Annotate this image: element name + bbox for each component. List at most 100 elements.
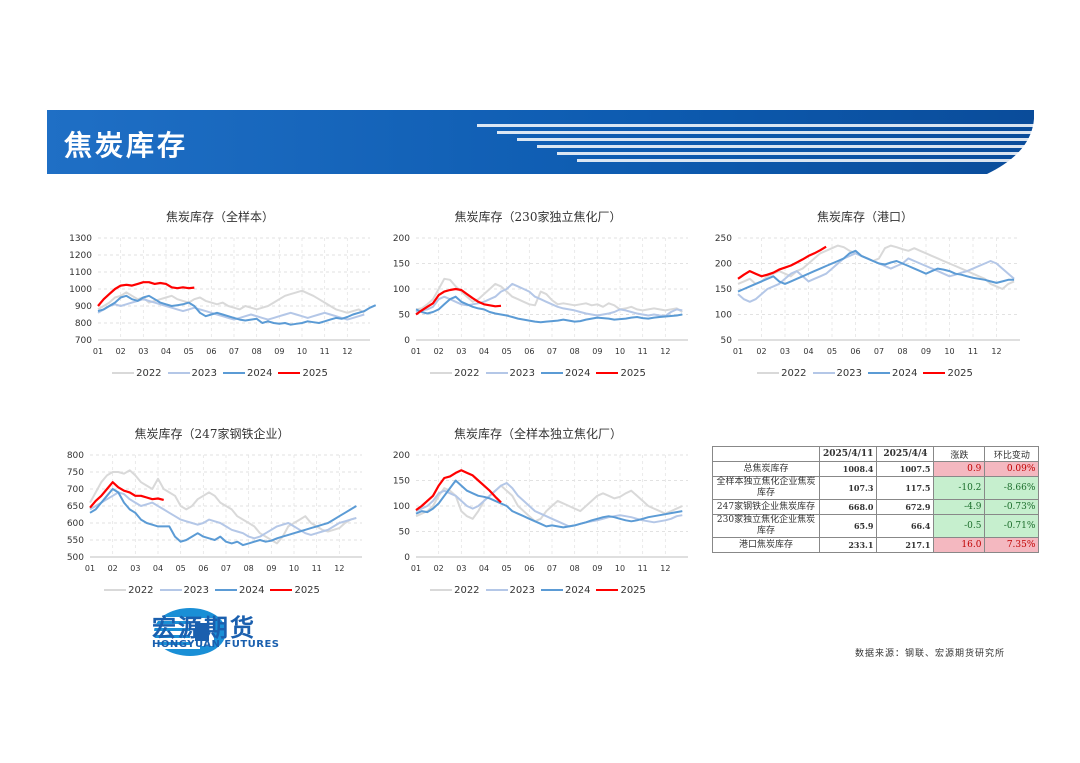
series-line-2023: [89, 491, 357, 540]
x-tick-label: 04: [479, 347, 489, 356]
x-tick-label: 02: [434, 564, 444, 573]
y-tick-label: 200: [393, 451, 410, 461]
y-tick-label: 50: [399, 528, 411, 538]
y-tick-label: 1000: [69, 285, 92, 295]
y-tick-label: 1200: [69, 251, 92, 261]
x-tick-label: 03: [456, 564, 466, 573]
legend-swatch: [104, 589, 127, 591]
series-line-2025: [89, 481, 164, 509]
change-value: -10.2: [933, 476, 986, 500]
x-tick-label: 06: [524, 347, 534, 356]
x-tick-label: 06: [206, 347, 216, 356]
x-tick-label: 02: [434, 347, 444, 356]
x-tick-label: 08: [570, 564, 580, 573]
x-tick-label: 11: [968, 347, 978, 356]
page-title: 焦炭库存: [64, 129, 189, 162]
y-tick-label: 900: [75, 302, 92, 312]
legend-swatch: [430, 589, 453, 591]
chart-legend: 2022 2023 2024 2025: [378, 585, 698, 596]
legend-label: 2023: [836, 368, 862, 379]
legend-label: 2023: [509, 368, 535, 379]
x-tick-label: 09: [266, 564, 276, 573]
legend-item-2024: 2024: [868, 368, 917, 379]
chart-title: 焦炭库存（全样本）: [165, 210, 274, 224]
legend-swatch: [596, 589, 619, 591]
x-tick-label: 04: [161, 347, 171, 356]
legend-item-2022: 2022: [104, 585, 154, 596]
series-line-2023: [415, 282, 683, 317]
x-tick-label: 03: [138, 347, 148, 356]
legend-swatch: [167, 372, 190, 374]
x-tick-label: 08: [244, 564, 254, 573]
legend-label: 2022: [454, 585, 480, 596]
table-header: 环比变动: [984, 446, 1040, 462]
x-tick-label: 05: [184, 347, 194, 356]
x-tick-label: 12: [334, 564, 344, 573]
legend-swatch: [485, 372, 508, 374]
chart-plot: 0 50 100 150 200 01 02 03 04 05 06 07 08 09 10 11 12: [393, 451, 688, 573]
legend-swatch: [596, 372, 619, 374]
y-tick-label: 0: [404, 336, 410, 346]
x-tick-label: 07: [229, 347, 239, 356]
data-source-note: 数据来源：钢联、宏源期货研究所: [855, 649, 1006, 659]
x-tick-label: 03: [780, 347, 790, 356]
legend-label: 2024: [565, 368, 591, 379]
x-tick-label: 05: [502, 347, 512, 356]
value-current: 1008.4: [818, 461, 878, 477]
series-line-2024: [97, 294, 377, 326]
change-percent: -0.73%: [984, 499, 1040, 515]
chart-legend: 2022 2023 2024 2025: [60, 368, 380, 379]
row-label: 230家独立焦化企业焦炭库存: [712, 514, 820, 538]
y-tick-label: 150: [393, 477, 410, 487]
chart-title: 焦炭库存（全样本独立焦化厂）: [453, 427, 622, 441]
x-tick-label: 01: [85, 564, 95, 573]
change-percent: 0.09%: [984, 461, 1040, 477]
chart-total-sample: 焦炭库存（全样本） 700 800 900 1000 1100 1200 1300 01 02 0…: [60, 208, 380, 388]
legend-label: 2025: [302, 368, 328, 379]
x-tick-label: 02: [108, 564, 118, 573]
row-label: 全样本独立焦化企业焦炭库存: [712, 476, 820, 500]
series-line-2022: [415, 277, 683, 313]
legend-item-2022: 2022: [112, 368, 162, 379]
chart-legend: 2022 2023 2024 2025: [700, 368, 1030, 379]
y-tick-label: 500: [67, 553, 84, 563]
table-row: 247家钢铁企业焦炭库存 668.0 672.9 -4.9 -0.73%: [712, 499, 1040, 515]
series-line-2024: [89, 488, 357, 547]
y-tick-label: 750: [67, 468, 84, 478]
legend-swatch: [112, 372, 135, 374]
legend-item-2023: 2023: [485, 368, 535, 379]
x-tick-label: 02: [756, 347, 766, 356]
x-tick-label: 07: [874, 347, 884, 356]
series-line-2025: [415, 469, 502, 511]
y-tick-label: 550: [67, 536, 84, 546]
x-tick-label: 03: [456, 347, 466, 356]
legend-swatch: [541, 589, 563, 591]
table-row: 港口焦炭库存 233.1 217.1 16.0 7.35%: [712, 537, 1040, 553]
value-current: 233.1: [818, 537, 878, 553]
value-previous: 66.4: [876, 514, 935, 538]
legend-label: 2023: [191, 368, 217, 379]
y-tick-label: 600: [67, 519, 84, 529]
chart-230-coking: 焦炭库存（230家独立焦化厂） 0 50 100 150 200 01 02 03 04 05 06…: [378, 208, 698, 388]
legend-item-2024: 2024: [541, 368, 590, 379]
chart-title: 焦炭库存（港口）: [816, 210, 913, 224]
legend-label: 2024: [892, 368, 918, 379]
y-tick-label: 50: [721, 336, 733, 346]
y-tick-label: 150: [393, 260, 410, 270]
chart-plot: 0 50 100 150 200 01 02 03 04 05 06 07 08 09 10 11 12: [393, 234, 688, 356]
table-header: 涨跌: [933, 446, 986, 462]
chart-plot: 700 800 900 1000 1100 1200 1300 01 02 03 04 05 06 07 0…: [69, 234, 377, 356]
legend-swatch: [868, 372, 890, 374]
legend-item-2023: 2023: [159, 585, 209, 596]
title-banner: [47, 110, 1034, 174]
x-tick-label: 09: [592, 347, 602, 356]
x-tick-label: 07: [547, 347, 557, 356]
legend-item-2023: 2023: [167, 368, 217, 379]
legend-label: 2025: [620, 585, 646, 596]
table-row: 全样本独立焦化企业焦炭库存 107.3 117.5 -10.2 -8.66%: [712, 476, 1040, 500]
value-previous: 672.9: [876, 499, 935, 515]
legend-swatch: [430, 372, 453, 374]
legend-swatch: [223, 372, 245, 374]
y-tick-label: 100: [715, 311, 732, 321]
chart-legend: 2022 2023 2024 2025: [378, 368, 698, 379]
